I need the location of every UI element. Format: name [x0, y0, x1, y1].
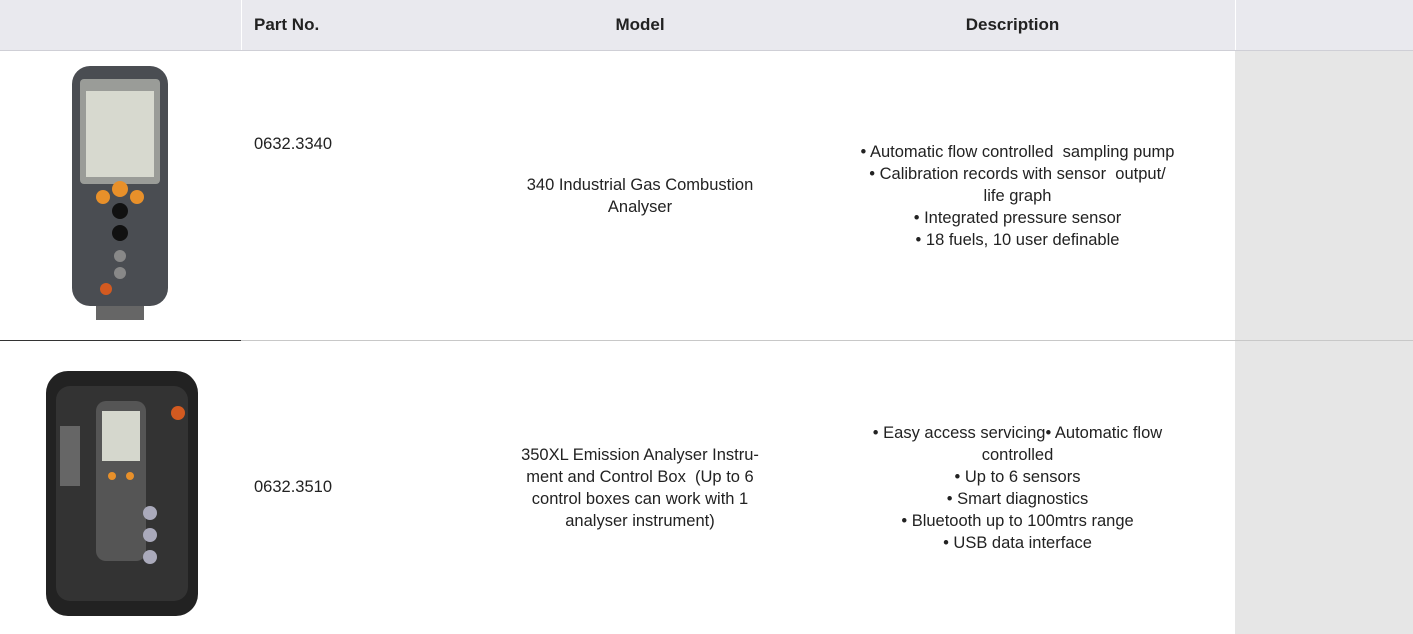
header-bar	[0, 0, 1413, 51]
model-line: Analyser	[607, 197, 673, 216]
model-line: 350XL Emission Analyser Instru-	[521, 445, 759, 464]
description-line: • Automatic flow controlled sampling pum…	[860, 142, 1175, 161]
model-cell: 350XL Emission Analyser Instru-ment and …	[430, 341, 850, 634]
header-cell: Description	[965, 15, 1060, 34]
description-line: life graph	[983, 186, 1052, 205]
analyser-350xl-image	[46, 371, 198, 616]
description-cell: • Easy access servicing• Automatic flow c…	[800, 341, 1235, 634]
model-line: analyser instrument)	[565, 511, 715, 530]
product-images	[46, 66, 198, 616]
description-line: • 18 fuels, 10 user definable	[915, 230, 1120, 249]
description-line: • Smart diagnostics	[946, 489, 1089, 508]
header-cell: Model	[615, 15, 665, 34]
description-line: controlled	[981, 445, 1054, 464]
side-column	[1235, 51, 1413, 634]
row-separator	[241, 340, 1413, 341]
model-line: control boxes can work with 1	[531, 489, 749, 508]
description-line: • Integrated pressure sensor	[913, 208, 1122, 227]
description-line: • USB data interface	[943, 533, 1092, 552]
row-separator	[0, 340, 241, 341]
description-line: • Calibration records with sensor output…	[869, 164, 1166, 183]
model-line: ment and Control Box (Up to 6	[526, 467, 754, 486]
divider	[241, 0, 242, 50]
part-number: 0632.3510	[254, 478, 332, 496]
part-number: 0632.3340	[254, 135, 332, 153]
model-line: 340 Industrial Gas Combustion	[526, 175, 754, 194]
analyser-340-image	[72, 66, 168, 320]
description-line: • Up to 6 sensors	[954, 467, 1081, 486]
description-line: • Bluetooth up to 100mtrs range	[901, 511, 1134, 530]
model-cell: 340 Industrial Gas Combustion Analyser	[430, 51, 850, 340]
divider	[1235, 0, 1236, 50]
header-cell: Part No.	[254, 15, 320, 34]
description-cell: • Automatic flow controlled sampling pum…	[800, 51, 1235, 340]
description-line: • Easy access servicing• Automatic flow	[872, 423, 1163, 442]
